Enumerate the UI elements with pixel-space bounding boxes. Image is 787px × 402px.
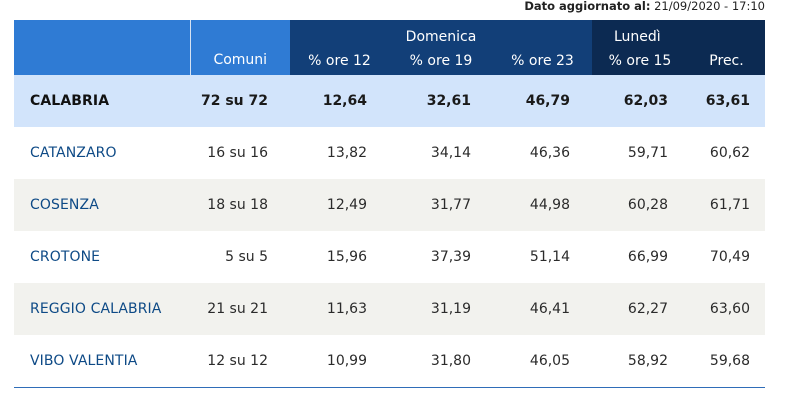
header-sun-12: % ore 12 [290, 47, 389, 75]
row-comuni: 5 su 5 [225, 249, 268, 265]
row-sun-12: 10,99 [290, 335, 389, 388]
row-sun-23: 46,79 [493, 75, 592, 127]
row-name-link[interactable]: VIBO VALENTIA [14, 335, 190, 388]
row-mon-15: 62,27 [592, 283, 688, 335]
header-prec: Prec. [688, 47, 766, 75]
row-name-link[interactable]: CROTONE [30, 249, 101, 265]
row-mon-15: 60,28 [592, 179, 688, 231]
row-sun-19: 34,14 [430, 145, 471, 161]
table-row-calabria: CALABRIA 72 su 72 12,64 32,61 46,79 62,0… [14, 75, 766, 127]
header-comuni: Comuni [189, 20, 290, 75]
row-mon-15: 59,71 [627, 145, 668, 161]
row-mon-15: 62,03 [592, 75, 688, 127]
row-sun-23: 51,14 [529, 249, 570, 265]
row-sun-12: 12,64 [290, 75, 389, 127]
header-group-monday: Lunedì [592, 20, 766, 47]
table-row-crotone[interactable]: CROTONE 5 su 5 15,96 37,39 51,14 66,99 7… [14, 231, 765, 283]
row-name-link[interactable]: COSENZA [14, 179, 190, 231]
last-updated: Dato aggiornato al: 21/09/2020 - 17:10 [524, 0, 765, 14]
row-sun-19: 37,39 [430, 249, 471, 265]
table-row-reggio-calabria[interactable]: REGGIO CALABRIA 21 su 21 11,63 31,19 46,… [14, 283, 766, 335]
row-sun-19: 32,61 [389, 75, 493, 127]
table-header: Comuni Domenica Lunedì % ore 12 % ore 19… [14, 20, 766, 75]
row-name-link[interactable]: CATANZARO [30, 145, 117, 161]
row-name-link[interactable]: REGGIO CALABRIA [14, 283, 190, 335]
row-sun-12: 15,96 [326, 249, 367, 265]
header-sun-23: % ore 23 [493, 47, 592, 75]
row-sun-19: 31,77 [389, 179, 493, 231]
row-sun-12: 11,63 [290, 283, 389, 335]
row-prec: 60,62 [709, 145, 751, 161]
row-sun-19: 31,80 [389, 335, 493, 388]
table-row-cosenza[interactable]: COSENZA 18 su 18 12,49 31,77 44,98 60,28… [14, 179, 766, 231]
row-sun-23: 46,05 [493, 335, 592, 388]
row-comuni: 18 su 18 [190, 179, 290, 231]
last-updated-value: 21/09/2020 - 17:10 [654, 0, 765, 13]
row-sun-23: 46,41 [493, 283, 592, 335]
row-sun-19: 31,19 [389, 283, 493, 335]
row-prec: 63,61 [688, 75, 766, 127]
row-sun-12: 12,49 [290, 179, 389, 231]
row-prec: 61,71 [688, 179, 766, 231]
table-row-catanzaro[interactable]: CATANZARO 16 su 16 13,82 34,14 46,36 59,… [14, 127, 765, 179]
table-body: CALABRIA 72 su 72 12,64 32,61 46,79 62,0… [14, 75, 766, 388]
header-territory-cell [14, 20, 190, 75]
row-mon-15: 66,99 [627, 249, 668, 265]
last-updated-label: Dato aggiornato al: [524, 0, 651, 13]
row-sun-23: 46,36 [529, 145, 570, 161]
header-sun-19: % ore 19 [389, 47, 493, 75]
row-prec: 70,49 [709, 249, 751, 265]
row-comuni: 16 su 16 [207, 145, 268, 161]
turnout-table: Comuni Domenica Lunedì % ore 12 % ore 19… [14, 20, 766, 388]
row-name: CALABRIA [14, 75, 190, 127]
row-prec: 59,68 [688, 335, 766, 388]
header-group-sunday: Domenica [290, 20, 592, 47]
row-comuni: 12 su 12 [190, 335, 290, 388]
row-sun-12: 13,82 [326, 145, 367, 161]
row-comuni: 21 su 21 [190, 283, 290, 335]
table-row-vibo-valentia[interactable]: VIBO VALENTIA 12 su 12 10,99 31,80 46,05… [14, 335, 766, 388]
row-mon-15: 58,92 [592, 335, 688, 388]
header-mon-15: % ore 15 [592, 47, 688, 75]
row-sun-23: 44,98 [493, 179, 592, 231]
row-comuni: 72 su 72 [190, 75, 290, 127]
row-prec: 63,60 [688, 283, 766, 335]
